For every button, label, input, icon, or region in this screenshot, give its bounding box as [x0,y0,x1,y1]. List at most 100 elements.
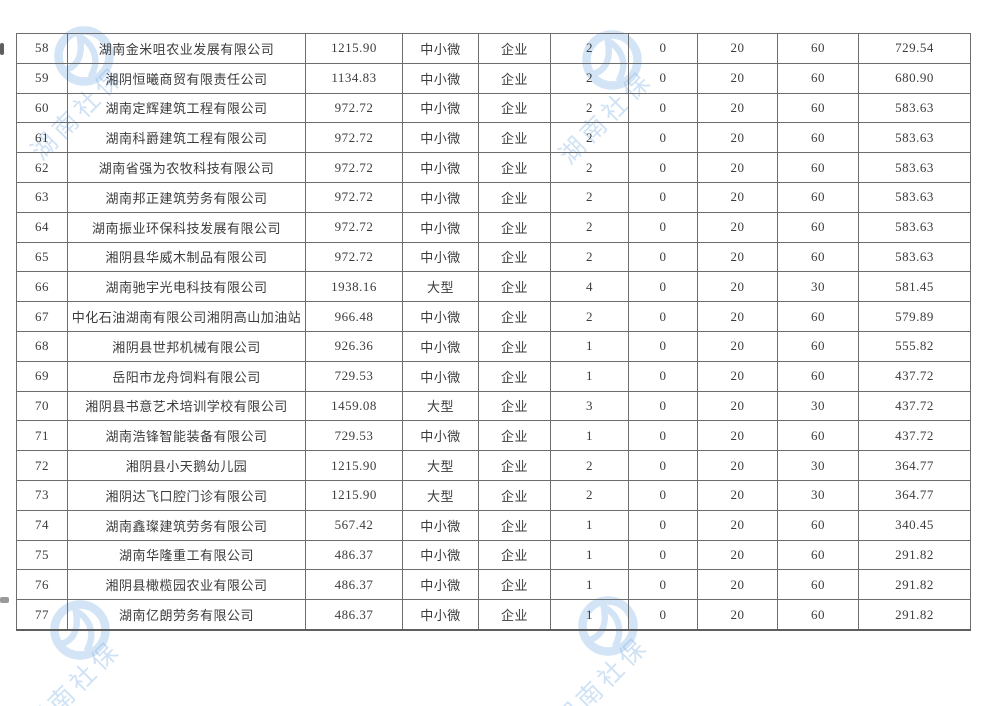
amount-cell: 972.72 [305,152,403,183]
value-cell: 0 [628,181,698,213]
count-cell: 2 [550,301,629,332]
count-cell: 1 [550,599,629,631]
value-cell: 20 [697,569,778,601]
enterprise-scale-cell: 中小微 [402,569,479,601]
result-amount-cell: 583.63 [858,181,971,213]
value-cell: 0 [628,241,698,273]
value-cell: 60 [777,569,859,601]
amount-cell: 972.72 [305,92,403,124]
value-cell: 20 [697,599,778,631]
amount-cell: 567.42 [305,509,403,541]
unit-type-cell: 企业 [478,509,551,541]
value-cell: 0 [628,479,698,511]
table-row: 59 湘阴恒曦商贸有限责任公司 1134.83 中小微 企业 2 0 20 60 680.90 [16,62,971,94]
value-cell: 60 [777,360,859,392]
enterprise-scale-cell: 大型 [402,390,479,422]
count-cell: 1 [550,360,629,392]
value-cell: 30 [777,271,859,303]
company-name-cell: 湖南定辉建筑工程有限公司 [67,92,306,124]
value-cell: 20 [697,390,778,422]
row-number-cell: 61 [16,122,68,154]
amount-cell: 1134.83 [305,62,403,94]
value-cell: 60 [777,211,859,243]
value-cell: 60 [777,152,859,183]
unit-type-cell: 企业 [478,271,551,303]
unit-type-cell: 企业 [478,152,551,183]
enterprise-scale-cell: 中小微 [402,599,479,631]
enterprise-scale-cell: 中小微 [402,152,479,183]
amount-cell: 1459.08 [305,390,403,422]
value-cell: 0 [628,122,698,154]
unit-type-cell: 企业 [478,33,551,64]
value-cell: 0 [628,152,698,183]
company-name-cell: 湘阴县世邦机械有限公司 [67,330,306,362]
value-cell: 20 [697,211,778,243]
count-cell: 2 [550,241,629,273]
row-number-cell: 76 [16,569,68,601]
result-amount-cell: 729.54 [858,33,971,64]
table-row: 69 岳阳市龙舟饲料有限公司 729.53 中小微 企业 1 0 20 60 437.72 [16,360,971,392]
row-number-cell: 59 [16,62,68,94]
amount-cell: 729.53 [305,420,403,452]
company-name-cell: 湖南金米咀农业发展有限公司 [67,33,306,64]
company-name-cell: 中化石油湖南有限公司湘阴高山加油站 [67,301,306,332]
value-cell: 20 [697,271,778,303]
row-number-cell: 62 [16,152,68,183]
enterprise-scale-cell: 中小微 [402,211,479,243]
value-cell: 20 [697,62,778,94]
value-cell: 60 [777,301,859,332]
scan-artifact [0,597,9,603]
result-amount-cell: 364.77 [858,450,971,481]
unit-type-cell: 企业 [478,599,551,631]
row-number-cell: 65 [16,241,68,273]
enterprise-scale-cell: 大型 [402,271,479,303]
row-number-cell: 71 [16,420,68,452]
value-cell: 20 [697,152,778,183]
company-name-cell: 湘阴县橄榄园农业有限公司 [67,569,306,601]
count-cell: 1 [550,569,629,601]
result-amount-cell: 583.63 [858,92,971,124]
company-name-cell: 湖南亿朗劳务有限公司 [67,599,306,631]
table-row: 75 湖南华隆重工有限公司 486.37 中小微 企业 1 0 20 60 291.82 [16,539,971,571]
result-amount-cell: 583.63 [858,241,971,273]
result-amount-cell: 581.45 [858,271,971,303]
count-cell: 3 [550,390,629,422]
value-cell: 60 [777,539,859,571]
amount-cell: 972.72 [305,181,403,213]
value-cell: 0 [628,390,698,422]
amount-cell: 486.37 [305,569,403,601]
row-number-cell: 63 [16,181,68,213]
amount-cell: 729.53 [305,360,403,392]
count-cell: 2 [550,479,629,511]
table-row: 64 湖南振业环保科技发展有限公司 972.72 中小微 企业 2 0 20 60 583.63 [16,211,971,243]
result-amount-cell: 291.82 [858,569,971,601]
value-cell: 60 [777,33,859,64]
value-cell: 0 [628,271,698,303]
result-amount-cell: 680.90 [858,62,971,94]
row-number-cell: 64 [16,211,68,243]
table-row: 61 湖南科爵建筑工程有限公司 972.72 中小微 企业 2 0 20 60 583.63 [16,122,971,154]
value-cell: 60 [777,92,859,124]
table-row: 60 湖南定辉建筑工程有限公司 972.72 中小微 企业 2 0 20 60 583.63 [16,92,971,124]
amount-cell: 972.72 [305,211,403,243]
row-number-cell: 58 [16,33,68,64]
value-cell: 20 [697,509,778,541]
value-cell: 0 [628,330,698,362]
row-number-cell: 75 [16,539,68,571]
value-cell: 20 [697,241,778,273]
enterprise-scale-cell: 中小微 [402,33,479,64]
unit-type-cell: 企业 [478,539,551,571]
table-row: 58 湖南金米咀农业发展有限公司 1215.90 中小微 企业 2 0 20 60 729.54 [16,33,971,64]
amount-cell: 1215.90 [305,450,403,481]
value-cell: 20 [697,33,778,64]
value-cell: 20 [697,92,778,124]
enterprise-scale-cell: 中小微 [402,360,479,392]
company-subsidy-table: 58 湖南金米咀农业发展有限公司 1215.90 中小微 企业 2 0 20 60 729.54 5… [16,33,971,631]
unit-type-cell: 企业 [478,420,551,452]
value-cell: 30 [777,450,859,481]
company-name-cell: 湖南驰宇光电科技有限公司 [67,271,306,303]
result-amount-cell: 437.72 [858,390,971,422]
table-row: 70 湘阴县书意艺术培训学校有限公司 1459.08 大型 企业 3 0 20 30 437.72 [16,390,971,422]
enterprise-scale-cell: 中小微 [402,181,479,213]
row-number-cell: 72 [16,450,68,481]
